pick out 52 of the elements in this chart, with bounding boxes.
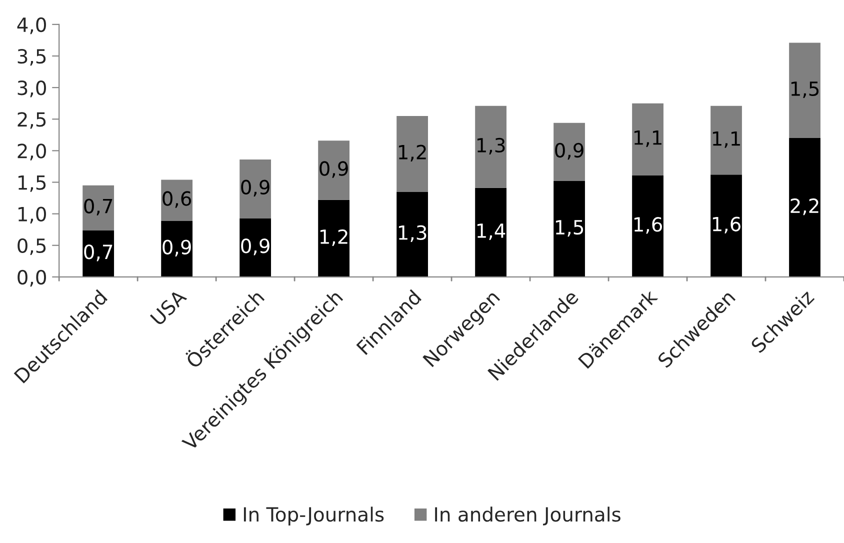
data-label: 1,2 <box>398 144 426 162</box>
data-label: 0,7 <box>84 198 112 216</box>
data-label: 1,6 <box>634 217 662 234</box>
data-label: 0,9 <box>162 240 191 256</box>
bar <box>632 103 664 176</box>
data-label: 2,2 <box>790 198 818 216</box>
y-tick-label: 1,5 <box>18 175 46 192</box>
data-label: 1,2 <box>320 229 348 246</box>
y-tick-label: 1,0 <box>18 206 46 224</box>
bar <box>240 160 272 218</box>
y-tick-label: 3,5 <box>18 48 46 66</box>
data-label: 0,9 <box>241 238 270 256</box>
bar <box>710 174 742 277</box>
data-label: 1,1 <box>634 130 662 147</box>
data-label: 1,6 <box>712 216 740 234</box>
bar <box>475 106 506 188</box>
data-label: 1,3 <box>398 225 426 242</box>
x-tick-label: USA <box>150 288 188 326</box>
y-tick-label: 2,0 <box>18 144 46 160</box>
data-label: 1,1 <box>712 131 740 148</box>
bar <box>396 116 428 192</box>
y-tick-label: 2,5 <box>18 112 46 129</box>
bar <box>554 122 585 181</box>
bar <box>710 106 742 175</box>
bar <box>240 218 272 277</box>
bar <box>318 140 350 200</box>
data-label: 1,4 <box>477 224 506 240</box>
bar <box>554 180 585 277</box>
data-label: 1,5 <box>791 82 819 98</box>
y-tick-label: 0,5 <box>18 238 46 256</box>
y-tick-label: 3,0 <box>18 80 46 98</box>
legend-label: In Top-Journals <box>244 506 384 526</box>
data-label: 0,9 <box>555 142 584 160</box>
bar <box>161 180 193 221</box>
bar <box>632 175 664 277</box>
y-tick-label: 4,0 <box>17 17 46 34</box>
bar <box>789 138 820 277</box>
bar <box>396 192 428 277</box>
legend-label: In anderen Journals <box>435 506 620 526</box>
bar <box>82 185 114 230</box>
data-label: 1,5 <box>556 220 584 237</box>
data-label: 0,9 <box>241 180 270 196</box>
data-label: 0,6 <box>162 191 192 208</box>
data-label: 1,3 <box>477 138 505 155</box>
bar <box>318 200 350 277</box>
bar <box>789 42 820 138</box>
bar <box>82 230 114 277</box>
bar <box>475 188 506 277</box>
data-label: 0,7 <box>84 244 112 262</box>
data-label: 0,9 <box>320 161 348 178</box>
y-tick-label: 0,0 <box>18 270 46 287</box>
bar <box>161 220 193 277</box>
